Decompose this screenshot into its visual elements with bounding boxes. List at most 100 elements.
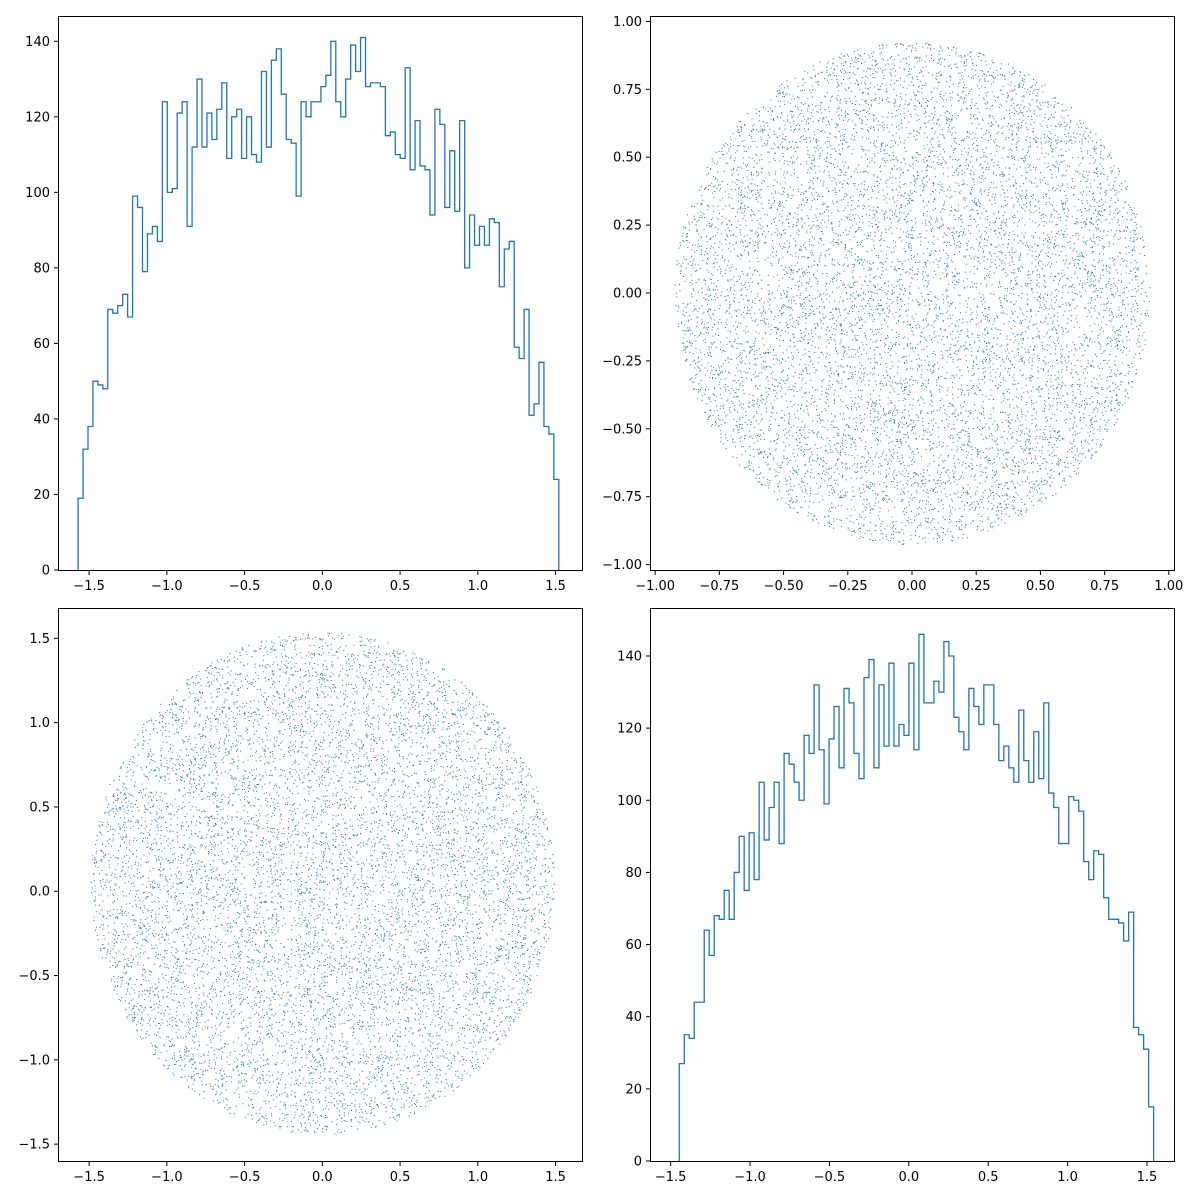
scatter-point [1045,497,1047,499]
scatter-point [852,72,854,74]
scatter-point [1029,142,1031,143]
scatter-point [1149,300,1151,302]
scatter-point [975,506,977,508]
scatter-point [776,181,778,183]
scatter-point [962,318,964,320]
scatter-point [958,235,960,237]
scatter-point [828,123,830,125]
scatter-point [1047,362,1049,363]
scatter-point [807,150,809,151]
scatter-point [990,243,992,245]
scatter-point [749,197,751,199]
scatter-point [982,452,984,454]
scatter-point [993,399,994,400]
scatter-point [1011,134,1013,135]
scatter-point [1075,233,1077,234]
scatter-point [989,366,991,368]
scatter-point [742,446,744,448]
scatter-point [796,319,798,321]
scatter-point [829,318,831,320]
scatter-point [1042,369,1044,371]
scatter-point [973,428,974,430]
scatter-point [922,399,924,401]
scatter-point [1096,228,1098,229]
scatter-point [845,229,847,231]
scatter-point [936,75,938,77]
scatter-point [946,99,948,101]
scatter-point [975,356,977,358]
scatter-point [935,221,937,223]
scatter-point [728,193,730,195]
scatter-point [956,354,958,356]
scatter-point [988,309,990,311]
scatter-point [779,490,780,492]
scatter-point [699,369,701,371]
scatter-point [1016,149,1018,151]
scatter-point [1102,246,1104,248]
scatter-point [942,320,944,322]
scatter-point [979,243,980,245]
scatter-point [711,425,713,427]
scatter-point [938,436,939,438]
scatter-point [1047,234,1049,236]
scatter-point [956,374,958,376]
scatter-point [819,238,821,239]
scatter-point [968,370,969,372]
scatter-point [772,407,773,409]
scatter-point [982,394,984,396]
scatter-point [955,337,956,339]
scatter-point [747,307,748,309]
scatter-point [1071,285,1073,287]
scatter-point [716,369,717,371]
scatter-point [1087,275,1089,277]
scatter-point [841,218,843,220]
scatter-point [1067,165,1069,167]
scatter-point [899,440,901,442]
scatter-point [870,509,871,511]
scatter-point [793,161,795,163]
scatter-point [1102,158,1104,160]
scatter-point [837,95,839,96]
scatter-point [976,385,978,387]
scatter-point [1020,71,1022,73]
scatter-point [923,285,925,287]
scatter-point [789,94,790,96]
scatter-point [945,110,947,112]
scatter-point [884,212,886,214]
scatter-point [1002,148,1004,150]
scatter-point [844,243,846,245]
scatter-point [873,366,875,368]
scatter-point [800,450,802,451]
scatter-point [966,347,968,349]
scatter-point [1103,209,1105,211]
scatter-point [990,389,992,391]
scatter-point [719,388,721,390]
scatter-point [986,215,988,217]
scatter-point [1095,415,1097,417]
scatter-point [932,366,934,367]
scatter-point [930,139,932,141]
scatter-point [1048,140,1050,142]
scatter-point [1086,219,1088,221]
scatter-point [730,250,732,252]
scatter-point [951,67,952,69]
scatter-point [922,479,924,481]
scatter-point [852,195,854,197]
scatter-point [1139,252,1141,254]
scatter-point [917,175,918,177]
scatter-point [1007,95,1009,96]
scatter-point [1009,339,1011,341]
scatter-point [760,312,762,314]
scatter-point [826,209,828,211]
scatter-point [1078,126,1080,128]
scatter-point [742,218,744,220]
scatter-point [899,380,901,382]
scatter-point [819,170,821,172]
scatter-point [1090,218,1092,220]
scatter-point [1053,326,1055,328]
scatter-point [1095,210,1097,211]
scatter-point [861,136,863,138]
scatter-point [837,458,839,460]
scatter-point [1004,196,1006,198]
scatter-point [1029,145,1031,147]
